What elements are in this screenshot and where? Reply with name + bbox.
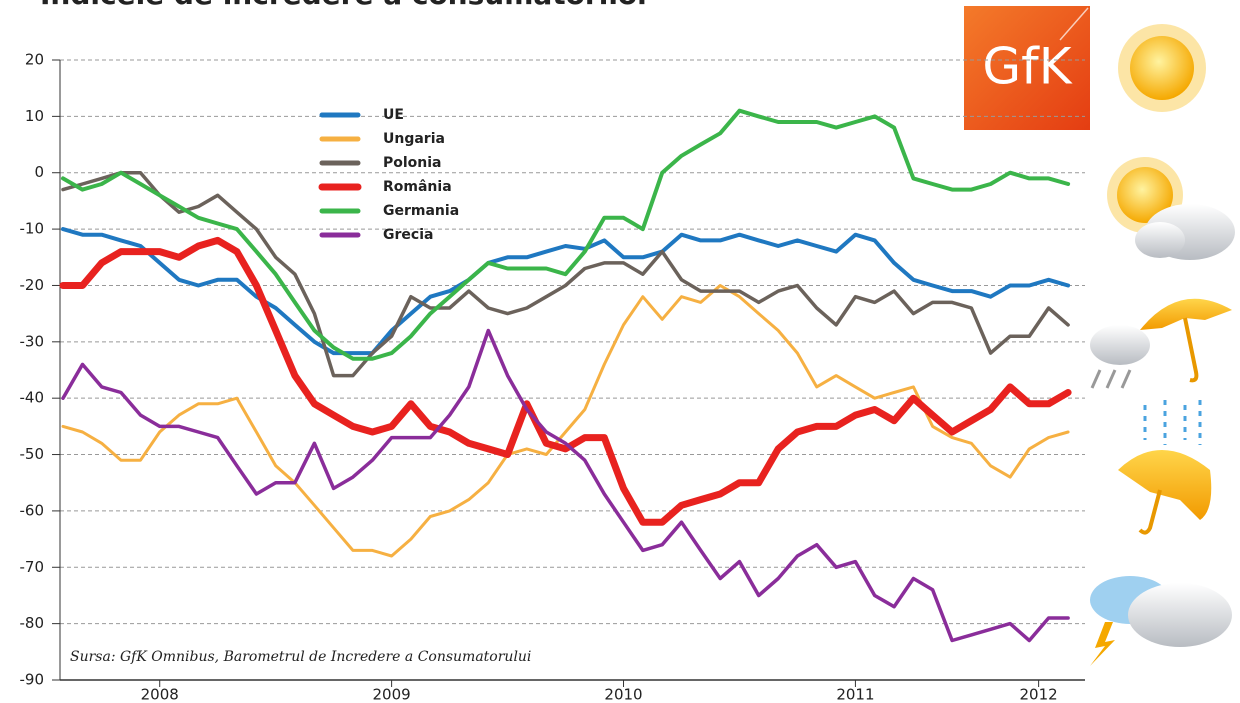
y-tick-label: -40 [20, 389, 45, 407]
x-tick-label: 2011 [836, 686, 874, 703]
series-line [61, 328, 1070, 643]
legend-label: Ungaria [383, 131, 445, 147]
logo-text: GfK [982, 38, 1072, 96]
x-tick-label: 2012 [1020, 686, 1058, 703]
sun-cloud-icon [1107, 157, 1235, 260]
legend-label: Polonia [383, 155, 442, 171]
y-tick-label: -30 [20, 332, 45, 350]
legend-label: UE [383, 107, 404, 123]
source-note: Sursa: GfK Omnibus, Barometrul de Incred… [70, 649, 531, 665]
y-tick-label: -90 [20, 671, 45, 689]
series-line [59, 236, 1072, 526]
legend-label: România [383, 179, 452, 195]
series-line [61, 170, 1070, 378]
chart-title: Indicele de încredere a consumatorilor [40, 0, 651, 11]
y-tick-label: -10 [20, 220, 45, 238]
storm-icon [1090, 576, 1232, 666]
x-tick-label: 2010 [604, 686, 642, 703]
series-line [61, 227, 1071, 356]
y-tick-label: -20 [20, 276, 45, 294]
umbrella-rain-icon [1118, 400, 1212, 535]
y-tick-label: 20 [25, 51, 44, 69]
y-tick-label: 10 [25, 107, 44, 125]
y-tick-label: -60 [20, 501, 45, 519]
legend-label: Grecia [383, 227, 433, 243]
y-tick-label: -80 [20, 614, 45, 632]
series-line [61, 284, 1070, 558]
sun-icon [1118, 24, 1206, 112]
weather-icons [1090, 24, 1235, 666]
series-line [61, 108, 1071, 361]
y-tick-label: 0 [34, 163, 44, 181]
y-tick-label: -70 [20, 558, 45, 576]
logo: GfK [964, 6, 1090, 130]
rain-umbrella-icon [1090, 298, 1232, 389]
y-tick-label: -50 [20, 445, 45, 463]
x-tick-label: 2008 [141, 686, 179, 703]
legend-label: Germania [383, 203, 459, 219]
x-tick-label: 2009 [373, 686, 411, 703]
